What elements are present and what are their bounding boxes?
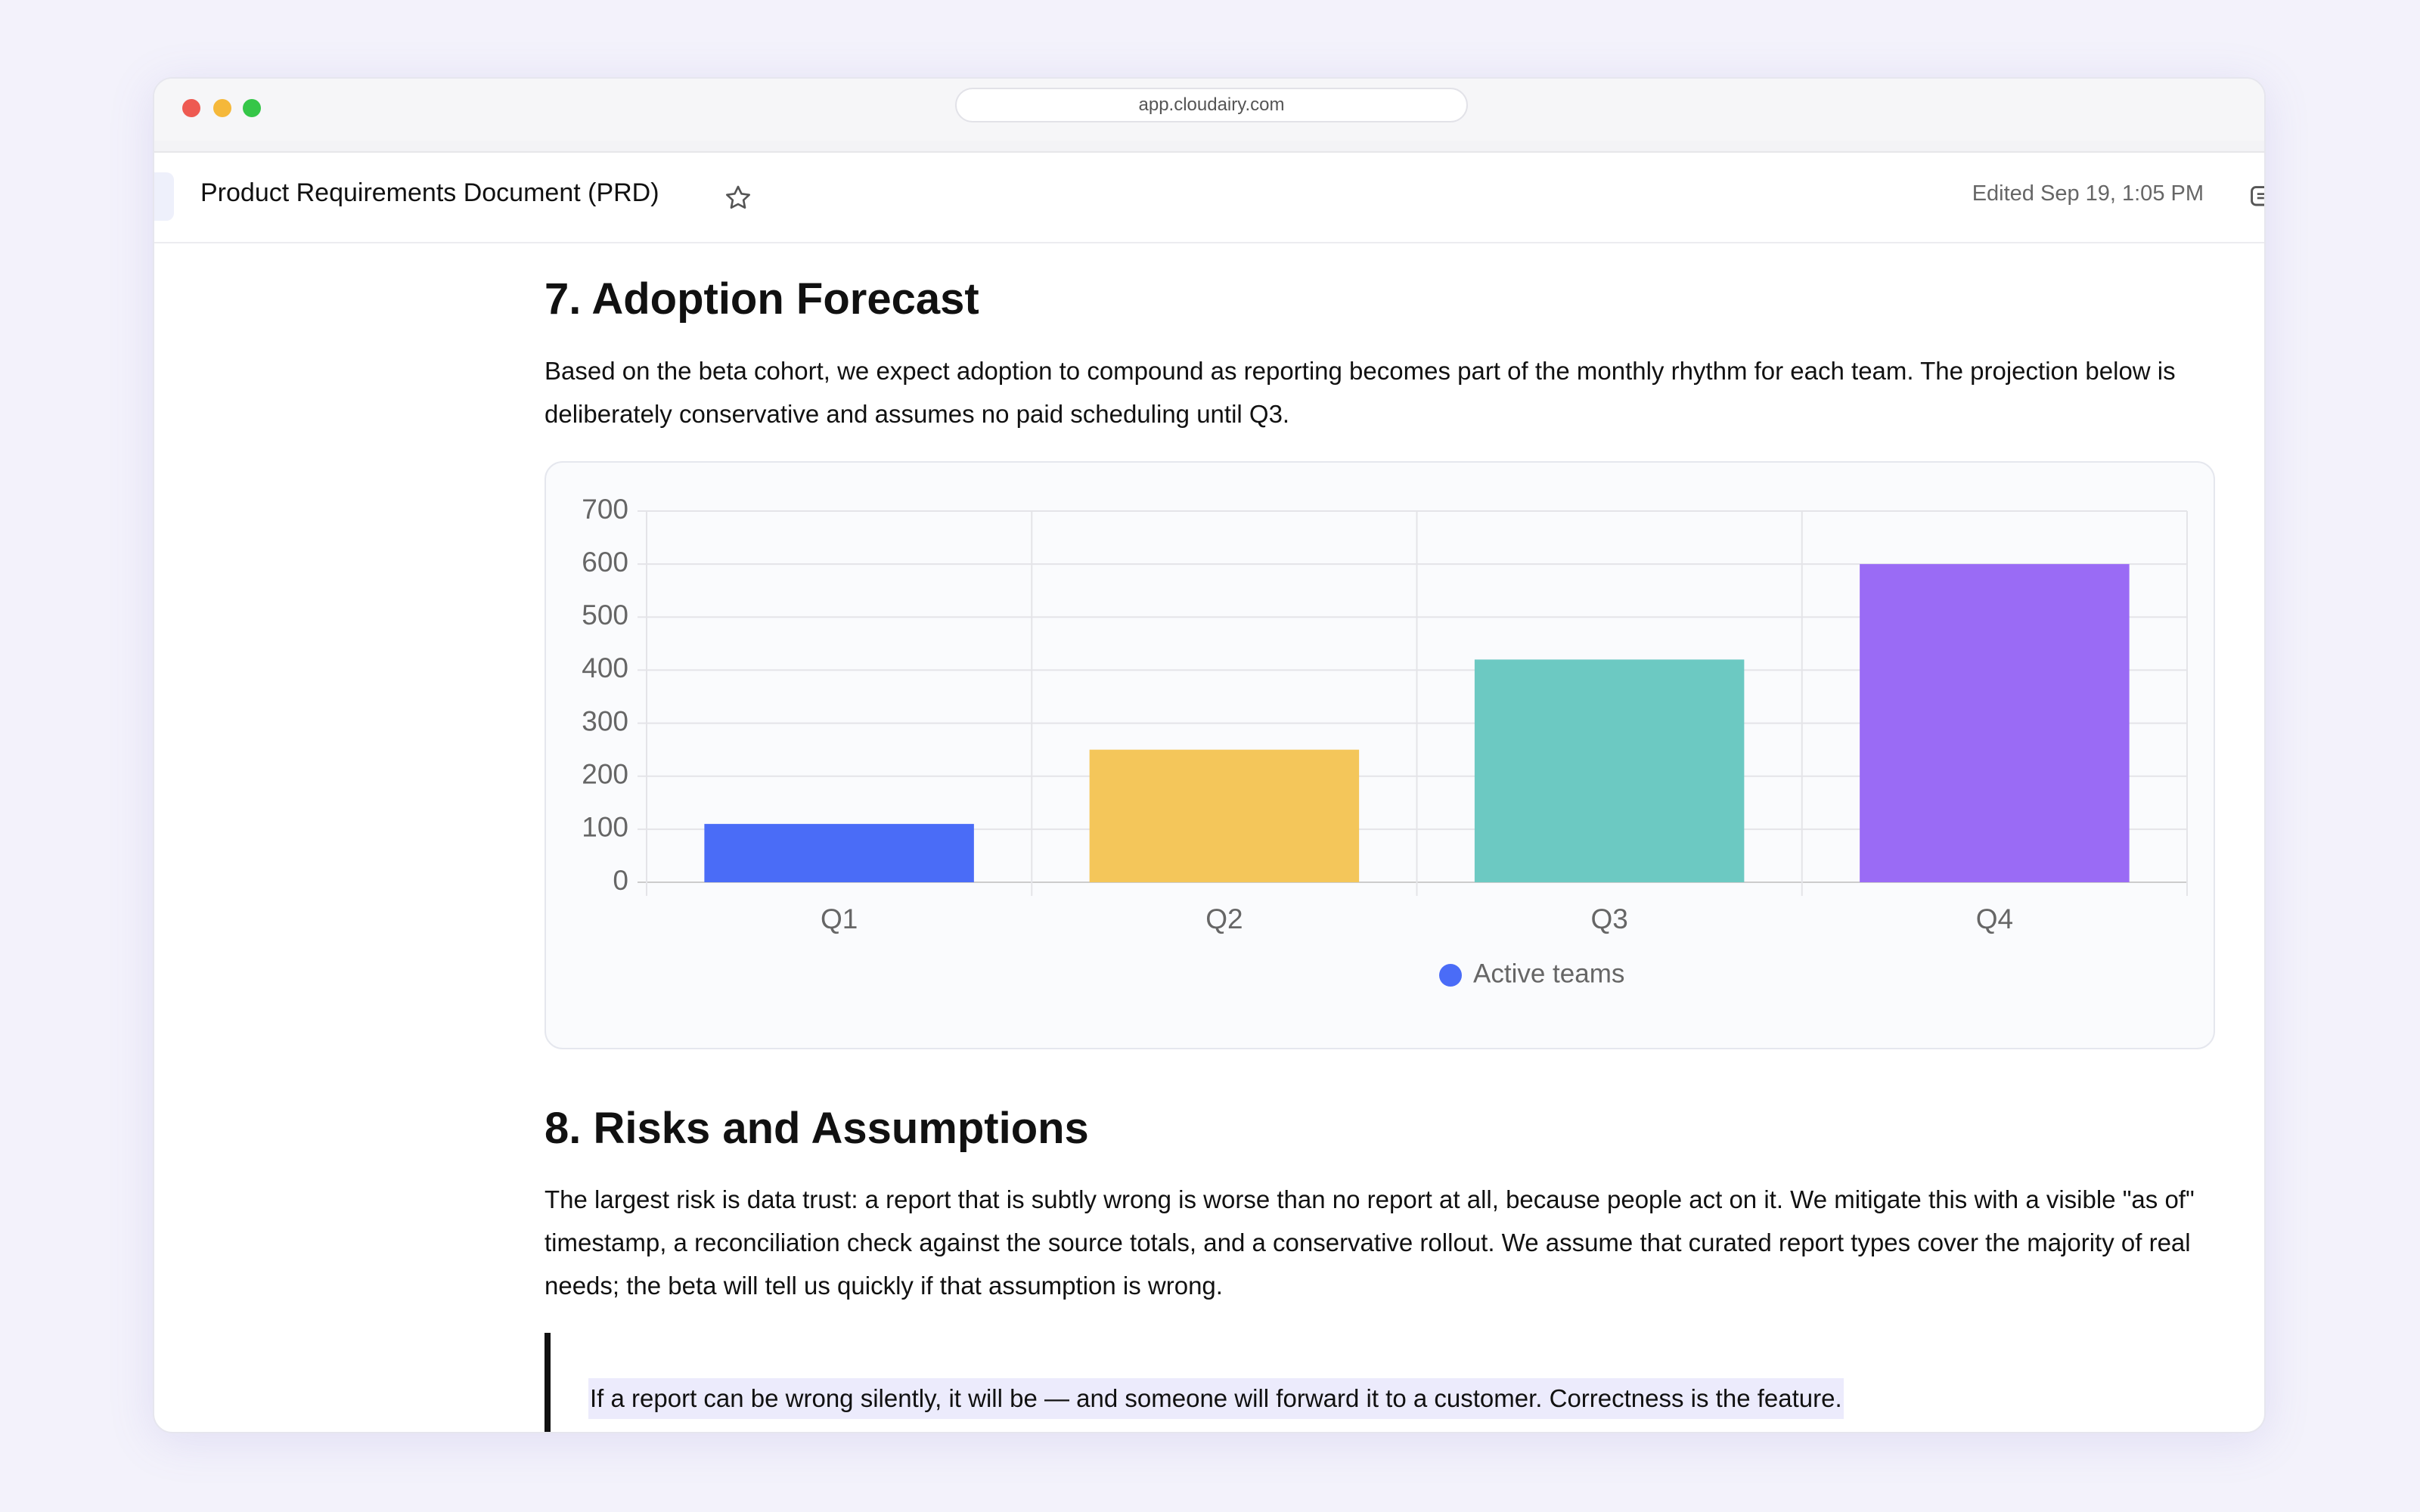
paragraph: Based on the beta cohort, we expect adop… [544,357,2176,428]
toolbar [154,141,2264,153]
quote-bar [544,1333,551,1432]
chart: 0 100 200 300 400 500 600 700 Q1 Q2 Q3 Q4 Active tea… [582,494,2188,988]
x-tick-label: Q4 [1976,903,2013,934]
y-tick-label: 600 [582,547,628,578]
y-tick-label: 400 [582,652,628,683]
y-tick-label: 300 [582,705,628,736]
paragraph: The largest risk is data trust: a report… [544,1185,2195,1300]
y-tick-label: 500 [582,600,628,631]
section-heading: 7. Adoption Forecast [544,274,979,324]
legend-marker [1439,964,1462,987]
y-tick-label: 700 [582,494,628,525]
document-title: Product Requirements Document (PRD) [200,178,659,207]
blockquote: If a report can be wrong silently, it wi… [588,1378,1844,1419]
y-tick-label: 200 [582,758,628,789]
maximize-button[interactable] [243,99,261,117]
sidebar-toggle[interactable] [154,172,174,221]
bar [1474,659,1745,882]
comment-icon[interactable] [2249,183,2266,213]
document-header: Product Requirements Document (PRD) Edit… [154,151,2264,243]
x-tick-label: Q2 [1205,903,1243,934]
bar [1860,564,2130,882]
edited-timestamp: Edited Sep 19, 1:05 PM [1972,181,2204,206]
y-tick-label: 100 [582,812,628,843]
bar [1089,749,1360,882]
bar [704,823,974,882]
y-tick-label: 0 [613,865,628,896]
legend-label: Active teams [1473,959,1624,988]
browser-window: app.cloudairy.com Product Requirements D… [153,77,2266,1433]
x-tick-label: Q3 [1590,903,1627,934]
star-icon[interactable] [723,183,753,213]
minimize-button[interactable] [213,99,231,117]
address-bar[interactable]: app.cloudairy.com [955,88,1468,122]
title-bar: app.cloudairy.com [154,79,2264,142]
close-button[interactable] [182,99,200,117]
x-tick-label: Q1 [821,903,858,934]
section-heading: 8. Risks and Assumptions [544,1104,1089,1153]
